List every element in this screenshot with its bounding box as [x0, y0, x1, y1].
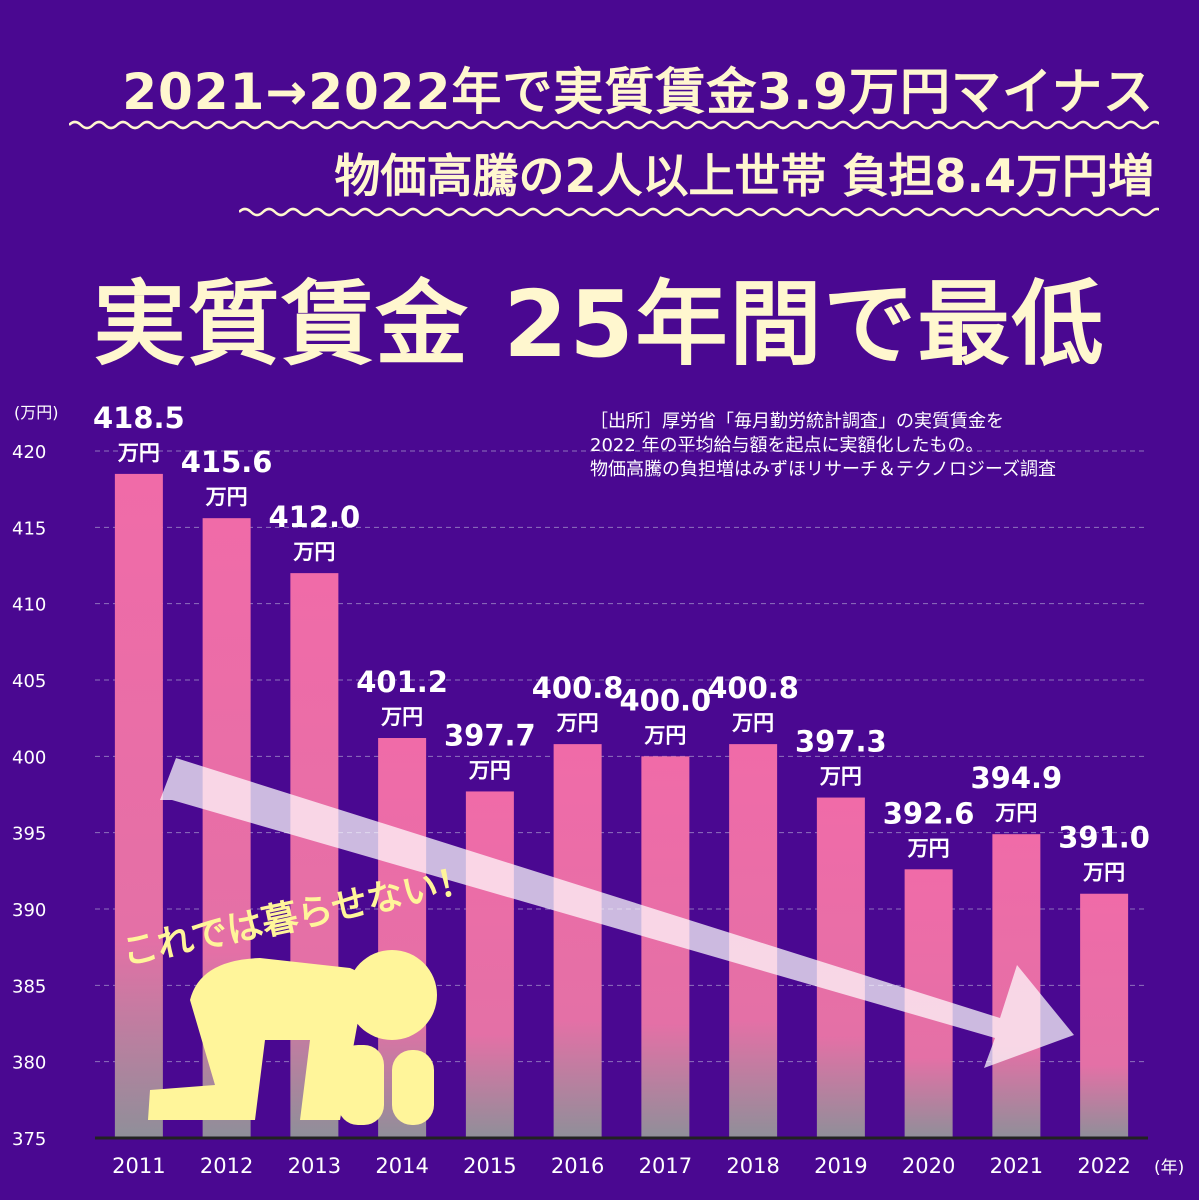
source-note-line: ［出所］厚労省「毎月勤労統計調査」の実質賃金を [590, 411, 1004, 432]
value-label: 397.3 [795, 725, 887, 759]
y-tick-label: 410 [12, 595, 46, 616]
value-label: 391.0 [1058, 821, 1150, 855]
value-unit-label: 万円 [907, 836, 950, 860]
bar-2015 [465, 791, 514, 1138]
y-tick-label: 395 [12, 824, 46, 845]
x-tick-label: 2022 [1077, 1154, 1130, 1178]
x-tick-label: 2018 [726, 1154, 779, 1178]
value-label: 415.6 [181, 445, 273, 479]
value-unit-label: 万円 [556, 711, 599, 735]
x-tick-label: 2012 [200, 1154, 253, 1178]
y-tick-label: 380 [12, 1053, 46, 1074]
headline-wage-decline: 2021→2022年で実質賃金3.9万円マイナス [122, 63, 1154, 121]
x-tick-label: 2013 [288, 1154, 341, 1178]
y-tick-label: 390 [12, 900, 46, 921]
headline-household-burden: 物価高騰の2人以上世帯 負担8.4万円増 [334, 149, 1154, 203]
y-tick-label: 375 [12, 1129, 46, 1150]
value-unit-label: 万円 [731, 711, 774, 735]
x-tick-label: 2015 [463, 1154, 516, 1178]
value-unit-label: 万円 [380, 705, 423, 729]
y-tick-label: 420 [12, 442, 46, 463]
value-label: 394.9 [971, 761, 1063, 795]
kneeling-person-icon [148, 950, 437, 1125]
value-label: 400.8 [707, 671, 799, 705]
bar-2011 [114, 473, 163, 1138]
bar-2022 [1080, 893, 1129, 1138]
value-unit-label: 万円 [643, 723, 686, 747]
value-label: 400.8 [532, 671, 624, 705]
bar-2016 [553, 744, 602, 1138]
y-axis-unit: (万円) [14, 403, 59, 422]
value-label: 397.7 [444, 718, 536, 752]
value-unit-label: 万円 [1082, 861, 1125, 885]
value-unit-label: 万円 [994, 801, 1037, 825]
x-tick-label: 2016 [551, 1154, 604, 1178]
value-label: 401.2 [356, 665, 448, 699]
x-tick-label: 2019 [814, 1154, 867, 1178]
x-tick-label: 2017 [639, 1154, 692, 1178]
y-tick-label: 400 [12, 747, 46, 768]
y-tick-label: 415 [12, 518, 46, 539]
source-note-line: 2022 年の平均給与額を起点に実額化したもの。 [590, 435, 984, 456]
main-title: 実質賃金 25年間で最低 [93, 271, 1106, 378]
value-label: 412.0 [269, 500, 361, 534]
value-unit-label: 万円 [292, 540, 335, 564]
value-label: 400.0 [620, 683, 712, 717]
value-label: 392.6 [883, 796, 975, 830]
x-tick-label: 2021 [990, 1154, 1043, 1178]
value-label: 418.5 [93, 401, 185, 435]
wavy-divider [69, 120, 1159, 130]
x-tick-label: 2014 [375, 1154, 428, 1178]
x-axis-unit: (年) [1154, 1158, 1184, 1178]
value-unit-label: 万円 [819, 765, 862, 789]
x-tick-label: 2020 [902, 1154, 955, 1178]
trend-arrow-icon [160, 758, 1074, 1068]
value-unit-label: 万円 [205, 485, 248, 509]
source-note-line: 物価高騰の負担増はみずほリサーチ＆テクノロジーズ調査 [590, 459, 1057, 480]
y-tick-label: 405 [12, 671, 46, 692]
x-tick-label: 2011 [112, 1154, 165, 1178]
value-unit-label: 万円 [117, 441, 160, 465]
wavy-divider [239, 207, 1159, 217]
y-tick-label: 385 [12, 976, 46, 997]
source-note: ［出所］厚労省「毎月勤労統計調査」の実質賃金を 2022 年の平均給与額を起点に… [590, 410, 1056, 482]
value-unit-label: 万円 [468, 758, 511, 782]
